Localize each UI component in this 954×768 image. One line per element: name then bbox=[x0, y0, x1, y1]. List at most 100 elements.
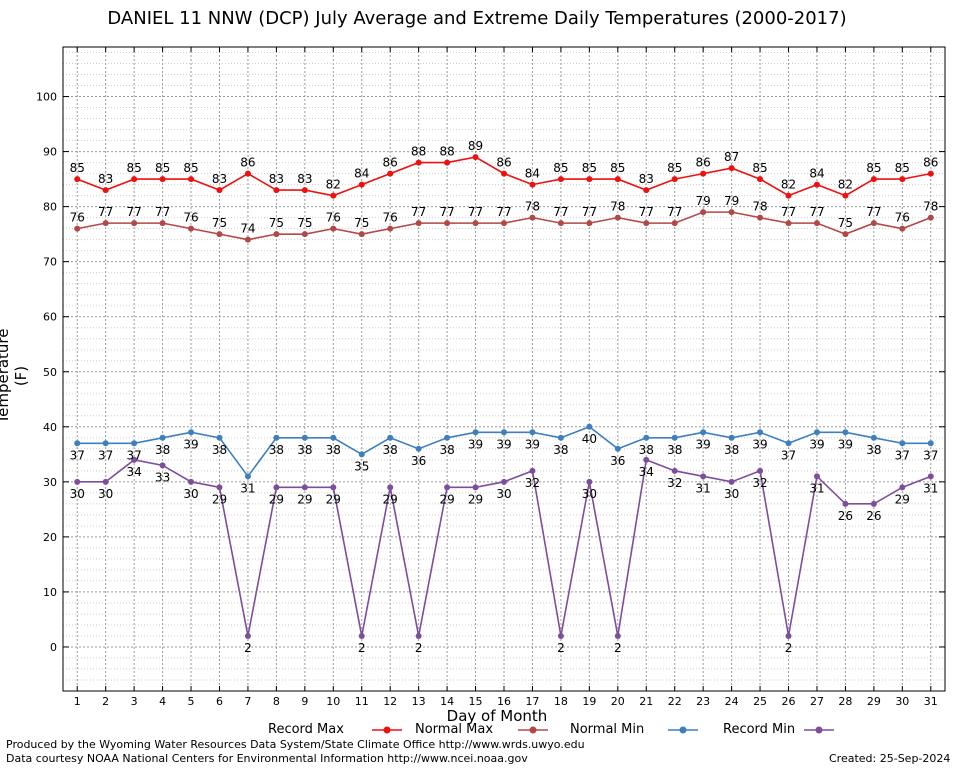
data-label-record-max: 83 bbox=[639, 172, 654, 186]
data-point-record-max bbox=[870, 176, 877, 183]
data-label-record-max: 88 bbox=[439, 145, 454, 159]
data-label-record-max: 83 bbox=[297, 172, 312, 186]
data-label-normal-min: 38 bbox=[724, 443, 739, 457]
data-point-normal-min bbox=[842, 429, 849, 436]
data-label-normal-max: 77 bbox=[439, 205, 454, 219]
x-tick-label: 21 bbox=[639, 695, 653, 708]
data-point-normal-min bbox=[216, 434, 223, 441]
data-point-normal-max bbox=[728, 209, 735, 216]
data-label-normal-min: 38 bbox=[553, 443, 568, 457]
data-label-normal-max: 77 bbox=[667, 205, 682, 219]
data-point-record-min bbox=[330, 484, 337, 491]
data-label-record-max: 87 bbox=[724, 150, 739, 164]
data-point-normal-min bbox=[415, 445, 422, 452]
data-point-normal-min bbox=[785, 440, 792, 447]
data-point-record-min bbox=[728, 478, 735, 485]
data-label-record-min: 34 bbox=[126, 465, 141, 479]
data-point-normal-max bbox=[643, 220, 650, 227]
data-label-normal-max: 77 bbox=[553, 205, 568, 219]
data-label-record-max: 85 bbox=[70, 161, 85, 175]
y-tick-label: 20 bbox=[43, 531, 57, 544]
data-label-record-max: 89 bbox=[468, 139, 483, 153]
data-label-normal-max: 77 bbox=[496, 205, 511, 219]
data-point-normal-max bbox=[216, 231, 223, 238]
data-point-record-max bbox=[74, 176, 81, 183]
data-point-normal-max bbox=[102, 220, 109, 227]
data-label-record-min: 33 bbox=[155, 470, 170, 484]
data-label-record-max: 82 bbox=[781, 178, 796, 192]
x-tick-label: 1 bbox=[74, 695, 81, 708]
data-point-record-min bbox=[131, 456, 138, 463]
data-label-record-min: 2 bbox=[415, 641, 423, 655]
data-point-normal-max bbox=[899, 225, 906, 232]
data-point-normal-min bbox=[700, 429, 707, 436]
data-label-normal-min: 37 bbox=[781, 448, 796, 462]
data-point-normal-min bbox=[529, 429, 536, 436]
y-tick-label: 70 bbox=[43, 256, 57, 269]
data-point-normal-max bbox=[358, 231, 365, 238]
data-point-record-min bbox=[273, 484, 280, 491]
data-label-normal-min: 35 bbox=[354, 459, 369, 473]
data-label-record-min: 2 bbox=[785, 641, 793, 655]
data-label-normal-max: 76 bbox=[383, 211, 398, 225]
data-label-normal-min: 39 bbox=[525, 437, 540, 451]
x-tick-label: 18 bbox=[554, 695, 568, 708]
data-label-record-min: 26 bbox=[838, 509, 853, 523]
x-tick-label: 17 bbox=[525, 695, 539, 708]
data-point-record-max bbox=[159, 176, 166, 183]
data-point-normal-max bbox=[586, 220, 593, 227]
legend-label-normal-min: Normal Min bbox=[570, 722, 645, 737]
data-point-record-max bbox=[842, 192, 849, 199]
series-layer bbox=[74, 154, 934, 639]
data-point-normal-max bbox=[330, 225, 337, 232]
data-label-normal-min: 38 bbox=[667, 443, 682, 457]
data-point-normal-max bbox=[472, 220, 479, 227]
data-label-normal-max: 75 bbox=[212, 216, 227, 230]
data-point-normal-min bbox=[74, 440, 81, 447]
legend-label-record-min: Record Min bbox=[723, 722, 796, 737]
data-label-normal-min: 38 bbox=[155, 443, 170, 457]
x-tick-label: 6 bbox=[216, 695, 223, 708]
data-label-record-min: 2 bbox=[244, 641, 252, 655]
data-point-record-max bbox=[813, 181, 820, 188]
data-label-record-min: 31 bbox=[809, 481, 824, 495]
x-tick-label: 19 bbox=[582, 695, 596, 708]
data-label-record-max: 86 bbox=[496, 156, 511, 170]
data-label-record-max: 85 bbox=[582, 161, 597, 175]
data-point-normal-max bbox=[444, 220, 451, 227]
data-point-normal-max bbox=[159, 220, 166, 227]
data-point-record-max bbox=[188, 176, 195, 183]
data-label-normal-max: 77 bbox=[126, 205, 141, 219]
data-point-normal-max bbox=[501, 220, 507, 227]
x-tick-label: 15 bbox=[469, 695, 483, 708]
data-label-normal-min: 39 bbox=[496, 437, 511, 451]
data-label-record-min: 30 bbox=[98, 487, 113, 501]
footer-data-courtesy: Data courtesy NOAA National Centers for … bbox=[6, 752, 528, 765]
data-point-record-max bbox=[131, 176, 138, 183]
x-tick-label: 3 bbox=[131, 695, 138, 708]
data-point-normal-max bbox=[74, 225, 81, 232]
data-point-normal-min bbox=[899, 440, 906, 447]
data-point-normal-max bbox=[870, 220, 877, 227]
data-label-record-max: 86 bbox=[383, 156, 398, 170]
data-label-record-min: 2 bbox=[614, 641, 622, 655]
data-point-normal-min bbox=[102, 440, 109, 447]
data-label-normal-max: 76 bbox=[895, 211, 910, 225]
data-point-normal-max bbox=[813, 220, 820, 227]
legend-label-record-max: Record Max bbox=[268, 722, 344, 737]
data-point-record-min bbox=[74, 478, 81, 485]
data-label-record-min: 29 bbox=[383, 492, 398, 506]
y-tick-label: 50 bbox=[43, 366, 57, 379]
data-label-record-max: 86 bbox=[240, 156, 255, 170]
x-tick-label: 10 bbox=[326, 695, 340, 708]
x-tick-label: 31 bbox=[924, 695, 938, 708]
data-point-normal-max bbox=[557, 220, 564, 227]
data-point-normal-max bbox=[757, 214, 764, 221]
data-point-record-min bbox=[244, 632, 251, 639]
data-point-record-max bbox=[501, 170, 507, 177]
data-label-normal-min: 39 bbox=[809, 437, 824, 451]
data-point-normal-min bbox=[614, 445, 621, 452]
data-point-normal-min bbox=[131, 440, 138, 447]
data-point-normal-min bbox=[330, 434, 337, 441]
data-label-record-max: 86 bbox=[923, 156, 938, 170]
